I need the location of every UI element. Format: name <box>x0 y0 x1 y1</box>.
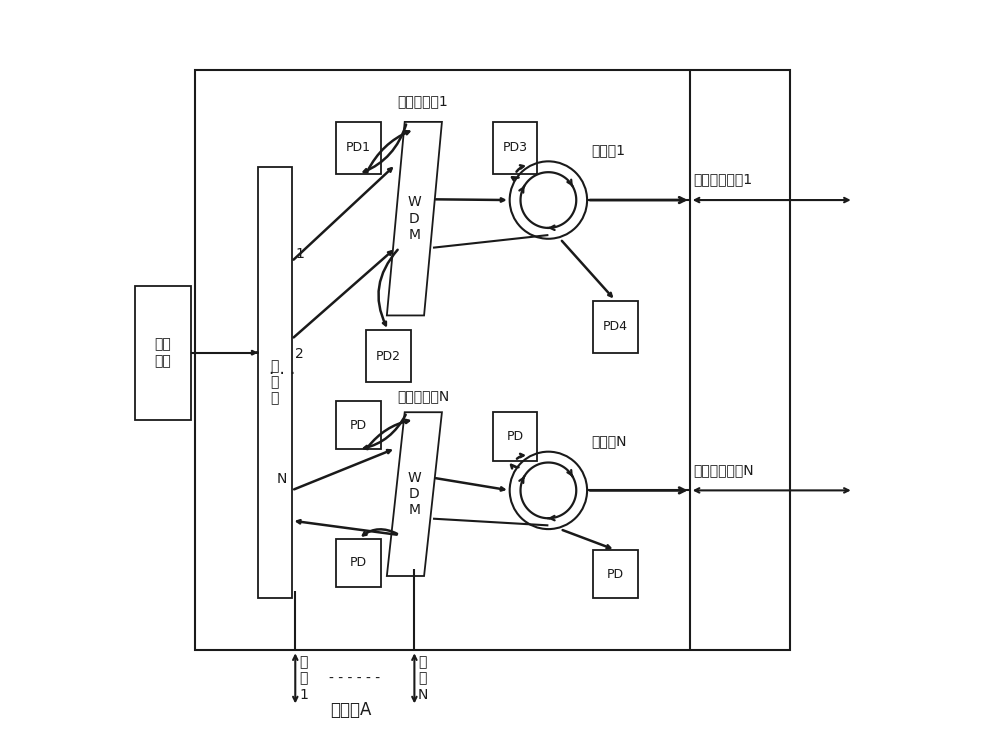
Bar <box>493 413 537 460</box>
Text: N: N <box>277 472 287 486</box>
Bar <box>493 122 537 174</box>
Text: 环形器1: 环形器1 <box>591 143 625 158</box>
Text: 1: 1 <box>295 247 304 261</box>
Text: 光
开
关: 光 开 关 <box>271 359 279 406</box>
Bar <box>593 550 638 598</box>
Text: 2: 2 <box>295 347 304 361</box>
Bar <box>258 166 292 598</box>
Text: PD4: PD4 <box>603 320 628 333</box>
Text: PD: PD <box>350 419 367 432</box>
Text: 监控
光源: 监控 光源 <box>155 338 172 368</box>
Text: PD: PD <box>506 430 523 443</box>
Text: PD2: PD2 <box>376 350 401 363</box>
Bar <box>366 330 411 382</box>
Bar <box>135 286 191 420</box>
Text: PD: PD <box>350 556 367 569</box>
Bar <box>336 122 381 174</box>
Text: · · ·: · · · <box>269 364 295 382</box>
Text: 线
路
1: 线 路 1 <box>299 656 308 701</box>
Text: 波分复用器N: 波分复用器N <box>397 389 450 404</box>
Text: 线
路
N: 线 路 N <box>418 656 428 701</box>
Text: PD3: PD3 <box>502 142 527 154</box>
Text: W
D
M: W D M <box>408 196 421 242</box>
Bar <box>336 538 381 587</box>
Text: 客户端A: 客户端A <box>330 701 372 719</box>
Text: 待测光纤线路N: 待测光纤线路N <box>694 463 754 477</box>
Bar <box>593 301 638 352</box>
Text: 波分复用器1: 波分复用器1 <box>397 94 448 109</box>
Text: - - - - - -: - - - - - - <box>329 671 380 686</box>
Bar <box>195 70 790 650</box>
Text: 环形器N: 环形器N <box>591 434 626 448</box>
Polygon shape <box>387 413 442 576</box>
Polygon shape <box>387 122 442 316</box>
Text: PD1: PD1 <box>346 142 371 154</box>
Text: PD: PD <box>607 568 624 580</box>
Text: W
D
M: W D M <box>408 471 421 518</box>
Bar <box>336 401 381 449</box>
Text: 待测光纤线路1: 待测光纤线路1 <box>694 172 753 187</box>
